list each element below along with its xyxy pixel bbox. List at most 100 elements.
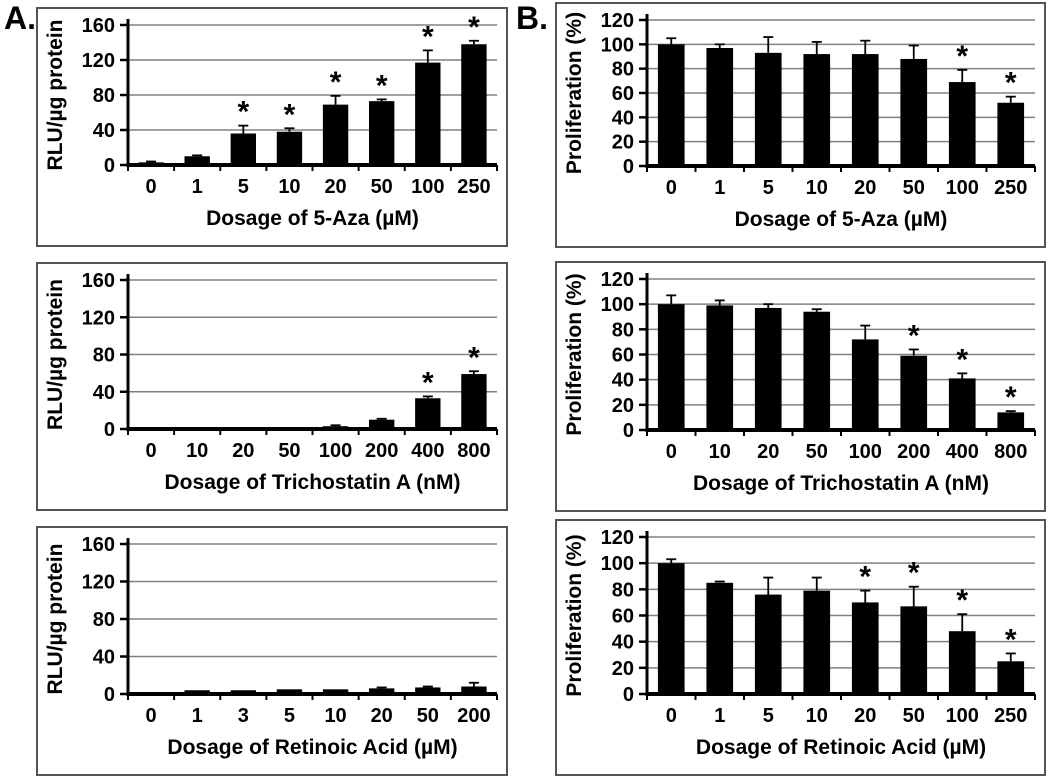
svg-text:20: 20 (612, 395, 634, 417)
svg-text:*: * (908, 319, 920, 352)
svg-text:*: * (468, 11, 480, 44)
svg-text:*: * (422, 366, 434, 399)
svg-text:RLU/µg protein: RLU/µg protein (44, 279, 67, 430)
svg-text:60: 60 (612, 345, 634, 367)
svg-text:60: 60 (612, 606, 634, 628)
svg-text:*: * (859, 561, 871, 594)
svg-text:10: 10 (324, 705, 346, 727)
svg-text:20: 20 (757, 441, 779, 463)
svg-text:80: 80 (93, 85, 115, 107)
svg-text:50: 50 (903, 705, 925, 727)
svg-text:0: 0 (666, 177, 677, 199)
chart-panel-retinoic-reporter: 0 1 3 5 10 20 50 200 0 40 80 120 160 Dosage of Retino… (36, 526, 508, 776)
svg-text:1: 1 (192, 705, 203, 727)
svg-text:10: 10 (186, 440, 208, 462)
svg-text:0: 0 (104, 684, 115, 706)
bar-chart-trichostatin-reporter: 0 10 20 50 100 200 * 400 * 800 0 40 80 120 160 Dosage o… (44, 270, 498, 494)
svg-text:80: 80 (93, 609, 115, 631)
svg-text:Dosage of 5-Aza (µM): Dosage of 5-Aza (µM) (206, 207, 419, 230)
svg-text:20: 20 (324, 176, 346, 198)
svg-text:20: 20 (854, 177, 876, 199)
svg-text:40: 40 (612, 370, 634, 392)
svg-text:80: 80 (612, 579, 634, 601)
svg-text:20: 20 (232, 440, 254, 462)
svg-text:*: * (422, 20, 434, 53)
svg-text:20: 20 (612, 658, 634, 680)
svg-text:0: 0 (146, 440, 157, 462)
svg-text:0: 0 (623, 156, 634, 178)
svg-text:40: 40 (612, 632, 634, 654)
svg-text:100: 100 (601, 553, 634, 575)
svg-text:80: 80 (612, 319, 634, 341)
svg-text:100: 100 (946, 705, 979, 727)
svg-text:100: 100 (849, 441, 882, 463)
svg-text:120: 120 (82, 572, 115, 594)
bar-chart-retinoic-reporter: 0 1 3 5 10 20 50 200 0 40 80 120 160 Dosage of Retino… (44, 534, 498, 759)
panel-label-a: A. (4, 0, 36, 36)
svg-text:100: 100 (601, 294, 634, 316)
svg-text:*: * (237, 96, 249, 129)
svg-text:10: 10 (709, 441, 731, 463)
svg-text:250: 250 (994, 705, 1027, 727)
svg-text:40: 40 (93, 120, 115, 142)
svg-text:50: 50 (903, 177, 925, 199)
svg-text:*: * (908, 557, 920, 590)
svg-text:100: 100 (601, 34, 634, 56)
chart-panel-5aza-proliferation: 0 1 5 10 20 50 * 100 * 250 0 20 40 60 80 100 120 Dosage o… (555, 2, 1046, 248)
svg-text:5: 5 (763, 705, 774, 727)
svg-text:0: 0 (666, 441, 677, 463)
svg-text:40: 40 (612, 107, 634, 129)
svg-text:250: 250 (994, 177, 1027, 199)
svg-text:20: 20 (612, 132, 634, 154)
svg-text:200: 200 (457, 705, 490, 727)
svg-text:0: 0 (146, 705, 157, 727)
svg-text:Dosage of Trichostatin A (nM): Dosage of Trichostatin A (nM) (165, 471, 461, 494)
svg-text:120: 120 (82, 50, 115, 72)
svg-text:Dosage of 5-Aza (µM): Dosage of 5-Aza (µM) (735, 208, 948, 231)
svg-text:10: 10 (278, 176, 300, 198)
svg-text:400: 400 (946, 441, 979, 463)
bar-chart-5aza-reporter: 0 1 * 5 * 10 * 20 * 50 * 100 * 250 0 40 80 120 160 Dosage o… (44, 11, 498, 230)
svg-text:120: 120 (82, 307, 115, 329)
svg-text:*: * (956, 584, 968, 617)
svg-text:50: 50 (278, 440, 300, 462)
svg-text:RLU/µg protein: RLU/µg protein (44, 20, 67, 171)
svg-text:Proliferation (%): Proliferation (%) (563, 273, 586, 435)
svg-text:40: 40 (93, 647, 115, 669)
svg-text:1: 1 (714, 705, 725, 727)
svg-text:RLU/µg protein: RLU/µg protein (44, 544, 67, 695)
svg-text:0: 0 (623, 684, 634, 706)
svg-text:200: 200 (897, 441, 930, 463)
svg-text:800: 800 (994, 441, 1027, 463)
svg-text:50: 50 (371, 176, 393, 198)
svg-text:160: 160 (82, 15, 115, 37)
svg-text:3: 3 (238, 705, 249, 727)
svg-text:100: 100 (946, 177, 979, 199)
svg-text:80: 80 (612, 59, 634, 81)
svg-text:800: 800 (457, 440, 490, 462)
svg-text:Proliferation (%): Proliferation (%) (563, 534, 586, 696)
svg-text:160: 160 (82, 534, 115, 556)
svg-text:50: 50 (417, 705, 439, 727)
svg-text:100: 100 (411, 176, 444, 198)
svg-text:*: * (1005, 67, 1017, 100)
bar-chart-trichostatin-proliferation: 0 10 20 50 100 * 200 * 400 * 800 0 20 40 60 80 100 120 Dos… (563, 269, 1036, 495)
svg-text:80: 80 (93, 345, 115, 367)
svg-text:20: 20 (371, 705, 393, 727)
svg-text:*: * (956, 40, 968, 73)
svg-text:1: 1 (714, 177, 725, 199)
svg-text:250: 250 (457, 176, 490, 198)
svg-text:100: 100 (319, 440, 352, 462)
svg-text:Proliferation (%): Proliferation (%) (563, 12, 586, 174)
svg-text:Dosage of Trichostatin A (nM): Dosage of Trichostatin A (nM) (693, 472, 989, 495)
svg-text:60: 60 (612, 83, 634, 105)
svg-text:*: * (468, 341, 480, 374)
chart-panel-trichostatin-reporter: 0 10 20 50 100 200 * 400 * 800 0 40 80 120 160 Dosage o… (36, 262, 508, 511)
svg-text:40: 40 (93, 382, 115, 404)
svg-text:*: * (1005, 623, 1017, 656)
svg-text:5: 5 (238, 176, 249, 198)
svg-text:50: 50 (806, 441, 828, 463)
svg-text:Dosage of Retinoic Acid (µM): Dosage of Retinoic Acid (µM) (696, 736, 986, 759)
svg-text:0: 0 (104, 419, 115, 441)
svg-text:0: 0 (623, 420, 634, 442)
